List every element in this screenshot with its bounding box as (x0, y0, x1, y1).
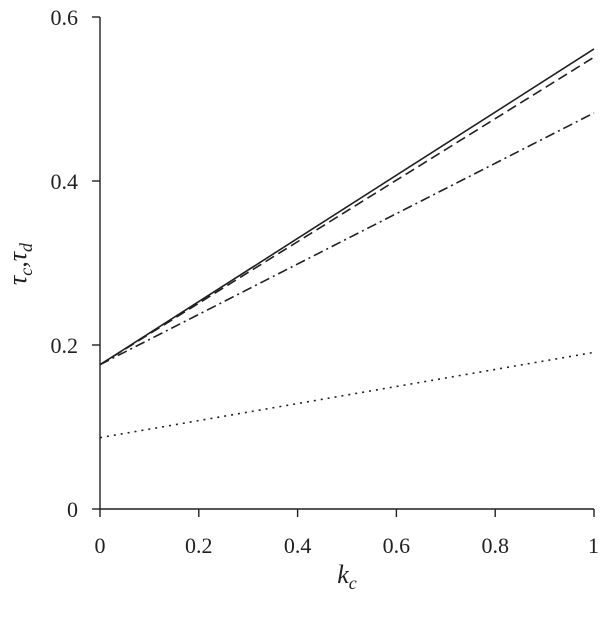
y-tick-label: 0.6 (51, 5, 79, 30)
series-line-dotted (99, 351, 595, 439)
y-axis-title: τc,τd (3, 242, 36, 285)
plot-lines (99, 48, 595, 439)
y-axis-title-separator: , (3, 261, 32, 268)
series-line-solid (99, 48, 595, 366)
y-tick-label: 0.2 (51, 333, 79, 358)
y-tick-label: 0.4 (51, 169, 79, 194)
x-tick-label: 1 (588, 533, 599, 558)
y-axis-title-sub-2: d (16, 242, 36, 252)
x-tick-label: 0.6 (383, 533, 411, 558)
x-axis-title: kc (337, 560, 357, 593)
series-line-dash-dot (99, 112, 595, 366)
y-axis-title-main-2: τ (3, 250, 32, 261)
x-axis-ticks: 0 0.2 0.4 0.6 0.8 1 (95, 509, 599, 558)
x-axis-title-main: k (337, 560, 349, 589)
x-axis-title-subscript: c (349, 573, 357, 593)
y-axis-title-main-1: τ (3, 274, 32, 285)
x-tick-label: 0 (95, 533, 106, 558)
axis-frame (99, 17, 594, 510)
y-axis-ticks: 0 0.2 0.4 0.6 (51, 5, 100, 522)
series-line-dashed (99, 56, 595, 366)
y-axis-title-sub-1: c (16, 268, 36, 276)
x-tick-label: 0.4 (284, 533, 312, 558)
x-tick-label: 0.2 (185, 533, 213, 558)
y-tick-label: 0 (67, 497, 78, 522)
x-tick-label: 0.8 (481, 533, 509, 558)
